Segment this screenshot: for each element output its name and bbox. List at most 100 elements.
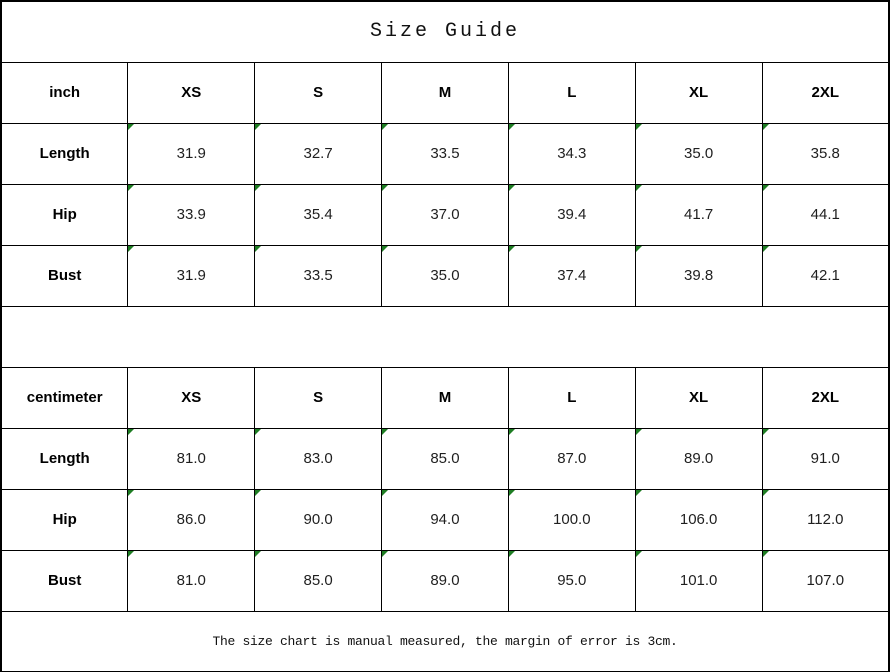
flag-triangle-icon: [509, 551, 515, 557]
value-text: 33.9: [176, 206, 206, 223]
value-cell: 94.0: [381, 488, 509, 551]
value-cell: 95.0: [507, 549, 636, 612]
flag-triangle-icon: [509, 490, 515, 496]
value-cell: 81.0: [127, 427, 256, 490]
value-text: 35.4: [303, 206, 333, 223]
value-cell: 90.0: [254, 488, 383, 551]
value-cell: 44.1: [761, 183, 890, 246]
value-cell: 86.0: [127, 488, 256, 551]
spacer-cell: [0, 305, 890, 368]
value-cell: 35.0: [634, 122, 763, 185]
value-text: 81.0: [176, 572, 206, 589]
value-cell: 32.7: [254, 122, 383, 185]
flag-triangle-icon: [763, 490, 769, 496]
value-text: 33.5: [430, 145, 460, 162]
size-header-xl: XL: [634, 366, 763, 429]
inch-length-row: Length 31.9 32.7 33.5 34.3 35.0 35.8: [0, 122, 890, 185]
page-title: Size Guide: [0, 0, 890, 63]
value-text: 86.0: [176, 511, 206, 528]
size-header-xs: XS: [127, 366, 256, 429]
value-cell: 35.4: [254, 183, 383, 246]
flag-triangle-icon: [382, 185, 389, 191]
flag-triangle-icon: [128, 246, 135, 252]
value-text: 42.1: [810, 267, 840, 284]
centimeter-header-row: centimeter XS S M L XL 2XL: [0, 366, 890, 429]
value-text: 39.8: [684, 267, 714, 284]
flag-triangle-icon: [763, 429, 769, 435]
value-text: 89.0: [430, 572, 460, 589]
unit-label-cell-centimeter: centimeter: [0, 366, 129, 429]
value-text: 106.0: [679, 511, 718, 528]
footer-row: The size chart is manual measured, the m…: [0, 610, 890, 672]
size-header-s: S: [254, 61, 383, 124]
value-text: 31.9: [176, 145, 206, 162]
value-cell: 31.9: [127, 244, 256, 307]
flag-triangle-icon: [382, 429, 389, 435]
flag-triangle-icon: [255, 551, 262, 557]
value-text: 90.0: [303, 511, 333, 528]
flag-triangle-icon: [382, 490, 389, 496]
value-cell: 81.0: [127, 549, 256, 612]
value-cell: 39.8: [634, 244, 763, 307]
value-cell: 37.4: [507, 244, 636, 307]
flag-triangle-icon: [636, 429, 642, 435]
value-cell: 31.9: [127, 122, 256, 185]
value-text: 35.0: [430, 267, 460, 284]
unit-label-cell-inch: inch: [0, 61, 129, 124]
footer-note: The size chart is manual measured, the m…: [0, 610, 890, 672]
value-cell: 42.1: [761, 244, 890, 307]
flag-triangle-icon: [255, 429, 262, 435]
value-cell: 89.0: [381, 549, 509, 612]
spacer-row: [0, 305, 890, 368]
flag-triangle-icon: [382, 246, 389, 252]
value-text: 35.8: [810, 145, 840, 162]
value-text: 44.1: [810, 206, 840, 223]
flag-triangle-icon: [636, 246, 642, 252]
value-text: 35.0: [684, 145, 714, 162]
value-cell: 35.8: [761, 122, 890, 185]
measure-label-cell: Hip: [0, 488, 129, 551]
measure-label-cell: Bust: [0, 549, 129, 612]
size-header-m: M: [381, 61, 509, 124]
inch-bust-row: Bust 31.9 33.5 35.0 37.4 39.8 42.1: [0, 244, 890, 307]
centimeter-hip-row: Hip 86.0 90.0 94.0 100.0 106.0 112.0: [0, 488, 890, 551]
flag-triangle-icon: [636, 124, 642, 130]
value-cell: 39.4: [507, 183, 636, 246]
measure-label-cell: Length: [0, 427, 129, 490]
value-text: 81.0: [176, 450, 206, 467]
measure-label-cell: Hip: [0, 183, 129, 246]
centimeter-bust-row: Bust 81.0 85.0 89.0 95.0 101.0 107.0: [0, 549, 890, 612]
value-text: 39.4: [557, 206, 587, 223]
flag-triangle-icon: [128, 185, 135, 191]
flag-triangle-icon: [636, 490, 642, 496]
value-cell: 87.0: [507, 427, 636, 490]
value-text: 41.7: [684, 206, 714, 223]
value-cell: 85.0: [254, 549, 383, 612]
flag-triangle-icon: [763, 551, 769, 557]
flag-triangle-icon: [382, 551, 389, 557]
value-text: 85.0: [303, 572, 333, 589]
flag-triangle-icon: [128, 124, 135, 130]
value-cell: 34.3: [507, 122, 636, 185]
centimeter-length-row: Length 81.0 83.0 85.0 87.0 89.0 91.0: [0, 427, 890, 490]
inch-hip-row: Hip 33.9 35.4 37.0 39.4 41.7 44.1: [0, 183, 890, 246]
flag-triangle-icon: [255, 185, 262, 191]
value-text: 101.0: [679, 572, 718, 589]
value-text: 85.0: [430, 450, 460, 467]
flag-triangle-icon: [128, 490, 135, 496]
value-text: 32.7: [303, 145, 333, 162]
value-text: 89.0: [684, 450, 714, 467]
measure-label-cell: Bust: [0, 244, 129, 307]
value-text: 31.9: [176, 267, 206, 284]
value-text: 94.0: [430, 511, 460, 528]
value-cell: 35.0: [381, 244, 509, 307]
flag-triangle-icon: [509, 429, 515, 435]
flag-triangle-icon: [255, 490, 262, 496]
value-text: 95.0: [557, 572, 587, 589]
value-cell: 37.0: [381, 183, 509, 246]
flag-triangle-icon: [128, 551, 135, 557]
value-cell: 83.0: [254, 427, 383, 490]
value-text: 34.3: [557, 145, 587, 162]
size-header-l: L: [507, 366, 636, 429]
